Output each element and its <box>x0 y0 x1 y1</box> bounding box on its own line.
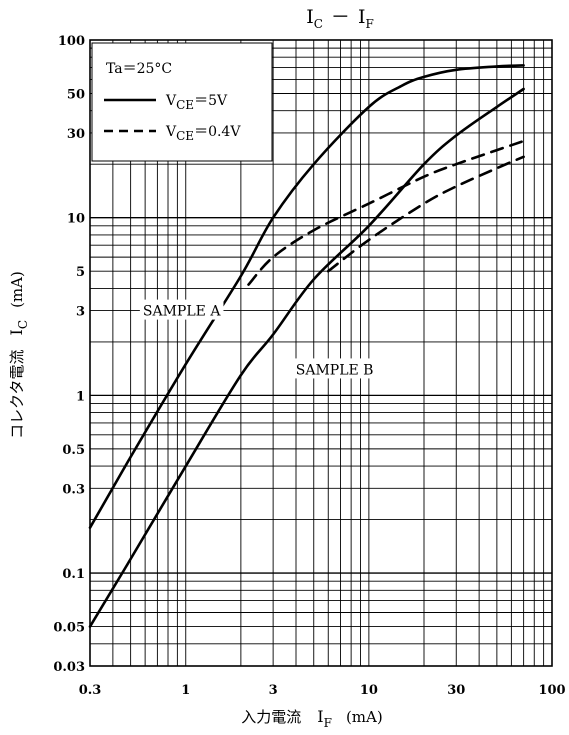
x-tick-label: 0.3 <box>79 683 102 698</box>
x-tick-label: 100 <box>538 683 565 698</box>
annotation-sample-b: SAMPLE B <box>296 362 374 378</box>
series-sample-a-vce-5v <box>88 64 525 529</box>
legend-box <box>91 42 273 162</box>
x-tick-label: 3 <box>269 683 278 698</box>
series-sample-b-vce-0.4v <box>326 155 525 273</box>
y-tick-label: 0.03 <box>53 660 85 675</box>
x-tick-labels: 0.3 1 3 10 30 100 <box>79 683 566 698</box>
legend-condition: Ta＝25°C <box>106 61 172 77</box>
annotation-bg <box>292 358 377 379</box>
plot-frame <box>89 39 553 667</box>
x-tick-label: 30 <box>447 683 465 698</box>
x-tick-label: 1 <box>181 683 190 698</box>
y-tick-label: 3 <box>76 305 85 320</box>
y-tick-label: 30 <box>67 127 85 142</box>
annotations: SAMPLE A SAMPLE B <box>139 299 377 379</box>
y-tick-labels: 0.03 0.05 0.1 0.3 0.5 1 3 5 10 30 50 100 <box>53 34 85 675</box>
x-axis-label: 入力電流 IF (mA) <box>241 707 382 730</box>
y-tick-label: 50 <box>67 87 85 102</box>
y-tick-label: 0.3 <box>62 482 85 497</box>
svg-text:コレクタ電流IC(mA): コレクタ電流IC(mA) <box>7 271 30 439</box>
series-sample-a-vce-0.4v <box>247 139 525 286</box>
annotation-sample-a: SAMPLE A <box>143 304 221 320</box>
y-tick-label: 1 <box>76 389 85 404</box>
y-tick-label: 100 <box>58 34 85 49</box>
legend-item-vce-5v: VCE＝5V <box>165 93 228 112</box>
y-tick-label: 0.1 <box>62 567 85 582</box>
series-sample-b-vce-5v <box>88 87 525 628</box>
x-tick-label: 10 <box>360 683 378 698</box>
legend: Ta＝25°C VCE＝5V VCE＝0.4V <box>91 42 273 162</box>
series-layer <box>88 64 525 628</box>
y-tick-label: 5 <box>76 265 85 280</box>
y-tick-label: 0.5 <box>62 443 85 458</box>
legend-item-vce-0.4v: VCE＝0.4V <box>165 124 241 143</box>
chart-title: IC － IF <box>306 6 374 31</box>
y-axis-label: コレクタ電流IC(mA) <box>7 271 30 439</box>
y-tick-label: 0.05 <box>53 621 85 636</box>
annotation-bg <box>139 299 224 320</box>
y-tick-label: 10 <box>67 212 85 227</box>
